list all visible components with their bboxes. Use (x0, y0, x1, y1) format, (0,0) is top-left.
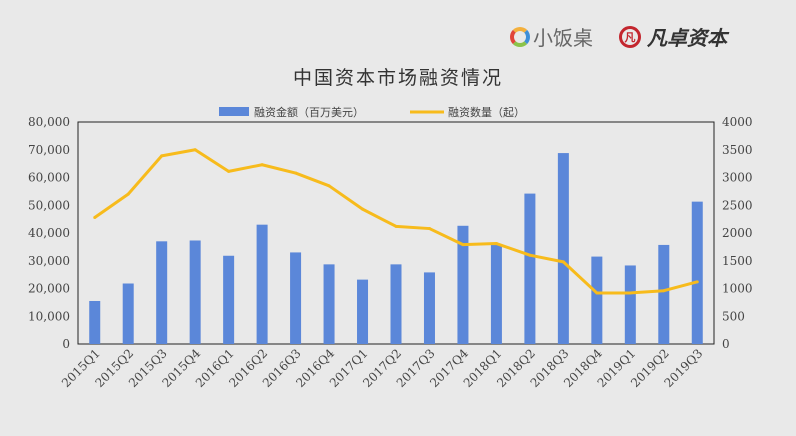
bar-2016Q4 (323, 264, 335, 344)
count-point-2017Q1 (361, 207, 365, 211)
left-axis-tick-label: 50,000 (28, 198, 70, 212)
count-point-2016Q3 (294, 171, 298, 175)
bar-2019Q1 (624, 265, 636, 344)
left-axis-tick-label: 60,000 (28, 171, 70, 185)
count-point-2018Q2 (528, 253, 532, 257)
left-axis-tick-label: 0 (62, 337, 70, 351)
bar-2018Q2 (524, 193, 536, 344)
count-point-2015Q3 (160, 154, 164, 158)
xiaofanzhuo-logo-text: 小饭桌 (533, 26, 593, 50)
right-axis-tick-label: 3000 (722, 171, 753, 185)
left-axis-tick-label: 70,000 (28, 143, 70, 157)
right-axis-tick-label: 1000 (722, 282, 753, 296)
chart-title: 中国资本市场融资情况 (293, 67, 503, 89)
bar-2019Q2 (658, 244, 670, 344)
right-axis-tick-label: 2000 (722, 226, 753, 240)
bar-2015Q4 (189, 240, 201, 344)
bar-2017Q4 (457, 225, 469, 344)
count-point-2016Q2 (260, 163, 264, 167)
bar-2017Q3 (423, 272, 435, 344)
fanzhuo-capital-logo: 凡凡卓资本 (619, 22, 727, 51)
left-axis-tick-label: 20,000 (28, 282, 70, 296)
fanzhuo-logo-icon: 凡 (619, 25, 641, 48)
count-point-2016Q1 (227, 169, 231, 173)
bar-2016Q1 (223, 255, 235, 344)
bar-2015Q1 (89, 300, 101, 344)
bar-2019Q3 (691, 201, 703, 344)
bar-2015Q3 (156, 241, 168, 344)
count-point-2019Q2 (662, 289, 666, 293)
xiaofanzhuo-logo: 小饭桌 (510, 22, 593, 51)
right-axis-tick-label: 0 (722, 337, 730, 351)
logos: 小饭桌 凡凡卓资本 (510, 22, 727, 51)
right-axis-tick-label: 2500 (722, 198, 753, 212)
left-axis-tick-label: 40,000 (28, 226, 70, 240)
right-axis-tick-label: 3500 (722, 143, 753, 157)
left-axis-tick-label: 30,000 (28, 254, 70, 268)
bar-2016Q3 (290, 252, 302, 344)
count-point-2017Q2 (394, 224, 398, 228)
bar-2018Q3 (557, 153, 569, 344)
right-axis-tick-label: 4000 (722, 115, 753, 129)
count-point-2017Q4 (461, 243, 465, 247)
count-point-2019Q1 (628, 291, 632, 295)
bar-2015Q2 (122, 283, 134, 344)
count-point-2015Q2 (126, 192, 130, 196)
count-point-2015Q1 (93, 215, 97, 219)
legend-swatch-bar (219, 107, 249, 116)
count-point-2019Q3 (695, 280, 699, 284)
fanzhuo-logo-text: 凡卓资本 (647, 26, 727, 50)
right-axis-tick-label: 500 (722, 309, 745, 323)
legend-label-amount: 融资金额（百万美元） (254, 105, 364, 119)
bar-2016Q2 (256, 224, 268, 344)
left-axis-tick-label: 80,000 (28, 115, 70, 129)
count-point-2017Q3 (427, 227, 431, 231)
left-axis-tick-label: 10,000 (28, 309, 70, 323)
legend-label-count: 融资数量（起） (448, 106, 525, 119)
bar-2017Q2 (390, 264, 402, 344)
count-point-2015Q4 (193, 148, 197, 152)
right-axis-tick-label: 1500 (722, 254, 753, 268)
count-point-2016Q4 (327, 184, 331, 188)
bar-2018Q1 (490, 244, 502, 344)
bar-2017Q1 (357, 279, 369, 344)
count-point-2018Q1 (494, 242, 498, 246)
bar-2018Q4 (591, 256, 603, 344)
xiaofanzhuo-logo-icon (510, 26, 530, 47)
count-point-2018Q3 (561, 260, 565, 264)
count-point-2018Q4 (595, 291, 599, 295)
